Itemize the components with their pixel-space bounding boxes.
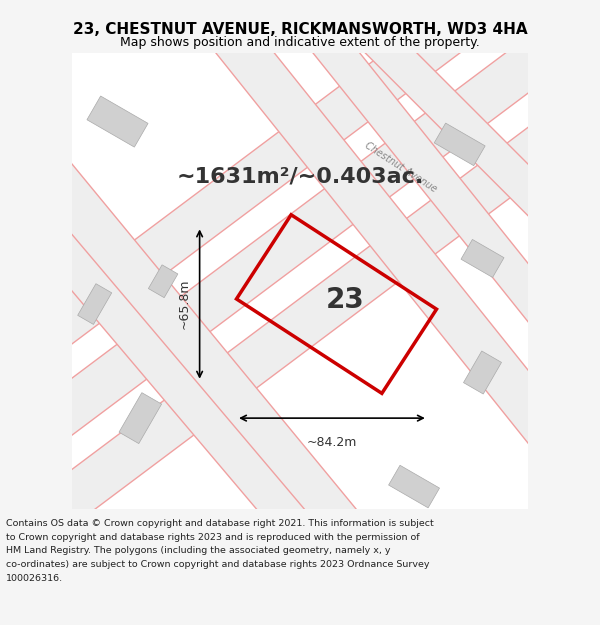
Text: co-ordinates) are subject to Crown copyright and database rights 2023 Ordnance S: co-ordinates) are subject to Crown copyr… [6,560,430,569]
Polygon shape [87,96,148,147]
Polygon shape [461,239,504,278]
Text: 23: 23 [326,286,365,314]
Polygon shape [333,0,600,294]
Polygon shape [77,284,112,324]
Polygon shape [8,130,363,547]
Text: 23, CHESTNUT AVENUE, RICKMANSWORTH, WD3 4HA: 23, CHESTNUT AVENUE, RICKMANSWORTH, WD3 … [73,22,527,38]
Polygon shape [119,392,161,444]
Polygon shape [35,224,314,544]
Polygon shape [13,0,587,368]
Text: ~65.8m: ~65.8m [178,279,190,329]
Polygon shape [13,12,587,459]
Polygon shape [191,0,592,478]
Polygon shape [148,265,178,298]
Polygon shape [13,103,587,551]
Text: ~1631m²/~0.403ac.: ~1631m²/~0.403ac. [176,166,424,186]
Text: Map shows position and indicative extent of the property.: Map shows position and indicative extent… [120,36,480,49]
Text: 100026316.: 100026316. [6,574,63,582]
Text: to Crown copyright and database rights 2023 and is reproduced with the permissio: to Crown copyright and database rights 2… [6,532,419,541]
Polygon shape [286,0,600,475]
Polygon shape [463,351,502,394]
Polygon shape [389,465,440,508]
Text: Chestnut Avenue: Chestnut Avenue [362,140,438,194]
Polygon shape [434,123,485,166]
Text: ~84.2m: ~84.2m [307,436,357,449]
Text: Contains OS data © Crown copyright and database right 2021. This information is : Contains OS data © Crown copyright and d… [6,519,434,528]
Text: HM Land Registry. The polygons (including the associated geometry, namely x, y: HM Land Registry. The polygons (includin… [6,546,391,555]
